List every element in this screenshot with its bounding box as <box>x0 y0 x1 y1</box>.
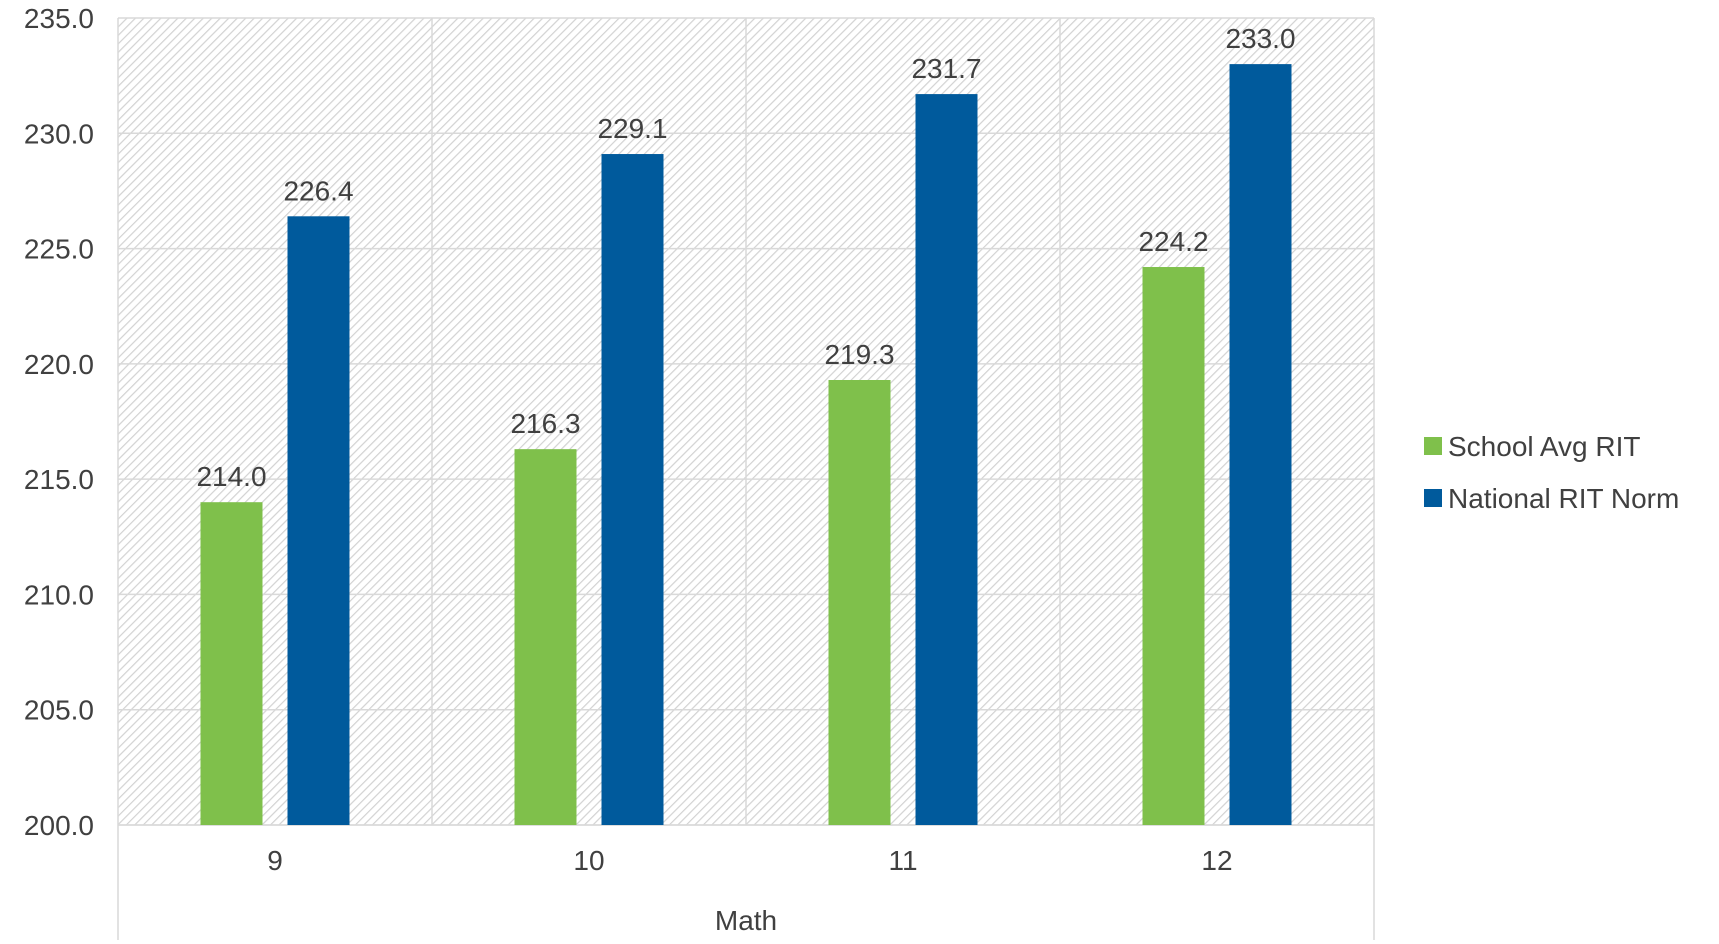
data-label: 229.1 <box>597 113 667 144</box>
bar-school-avg-rit-9 <box>200 502 263 825</box>
bars <box>200 64 1292 826</box>
bar-school-avg-rit-12 <box>1142 267 1205 825</box>
legend-swatch <box>1424 489 1442 507</box>
x-category-label: 10 <box>573 845 604 876</box>
bar-school-avg-rit-10 <box>514 449 577 825</box>
data-label: 214.0 <box>196 461 266 492</box>
data-label: 216.3 <box>510 408 580 439</box>
bar-national-rit-norm-9 <box>287 216 350 825</box>
x-axis-label: Math <box>715 905 777 936</box>
bar-national-rit-norm-10 <box>601 154 664 826</box>
data-label: 219.3 <box>824 339 894 370</box>
data-label: 226.4 <box>283 175 353 206</box>
x-category-label: 12 <box>1201 845 1232 876</box>
legend: School Avg RIT National RIT Norm <box>1424 431 1679 514</box>
data-labels: 214.0 226.4 216.3 229.1 219.3 231.7 224.2 233.0 <box>196 23 1295 492</box>
y-tick-label: 230.0 <box>24 118 94 149</box>
x-category-label: 9 <box>267 845 283 876</box>
y-tick-label: 200.0 <box>24 810 94 841</box>
legend-swatch <box>1424 437 1442 455</box>
y-tick-label: 210.0 <box>24 579 94 610</box>
y-tick-label: 205.0 <box>24 695 94 726</box>
bar-school-avg-rit-11 <box>828 379 891 825</box>
data-label: 231.7 <box>911 53 981 84</box>
y-tick-label: 235.0 <box>24 3 94 34</box>
x-category-label: 11 <box>888 845 917 876</box>
legend-label: School Avg RIT <box>1448 431 1640 462</box>
data-label: 233.0 <box>1225 23 1295 54</box>
bar-national-rit-norm-11 <box>915 94 978 826</box>
y-tick-label: 215.0 <box>24 464 94 495</box>
y-tick-label: 225.0 <box>24 234 94 265</box>
y-tick-label: 220.0 <box>24 349 94 380</box>
legend-label: National RIT Norm <box>1448 483 1679 514</box>
data-label: 224.2 <box>1138 226 1208 257</box>
bar-national-rit-norm-12 <box>1229 64 1292 826</box>
